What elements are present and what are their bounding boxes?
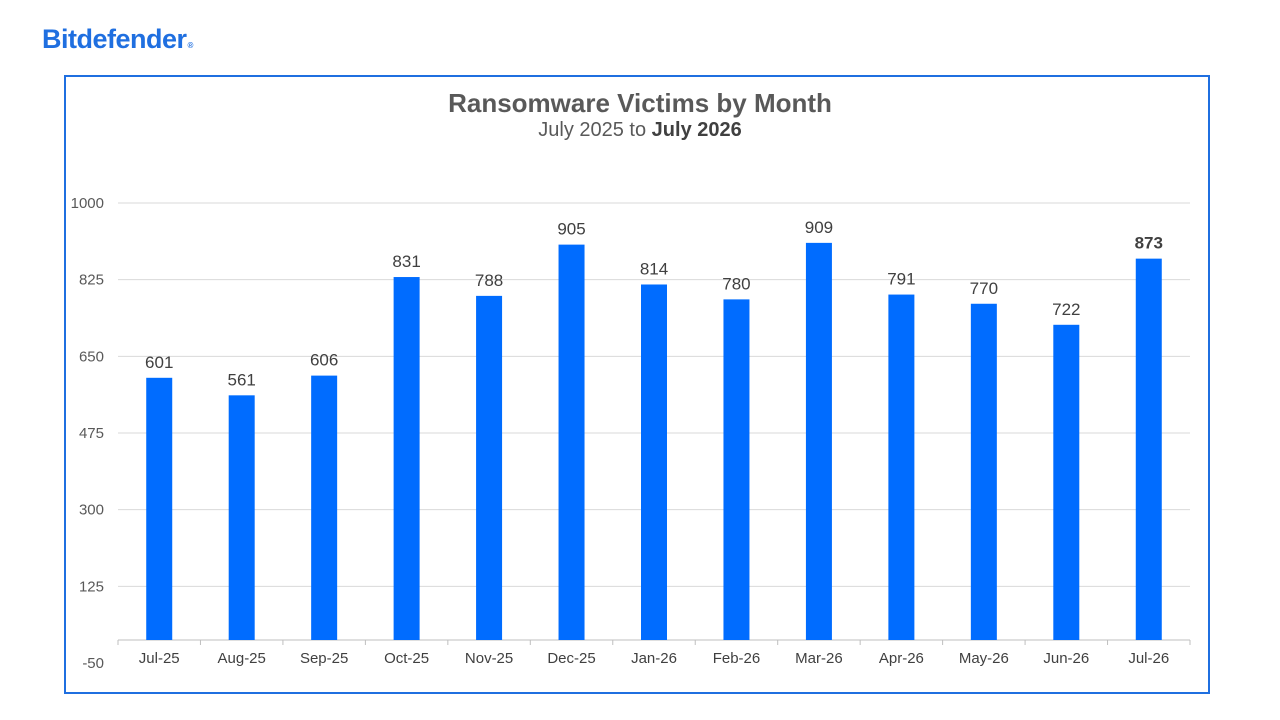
bar bbox=[641, 284, 667, 640]
x-tick-label: Jun-26 bbox=[1043, 650, 1089, 667]
bar bbox=[723, 299, 750, 640]
y-tick-label: 125 bbox=[79, 578, 104, 595]
y-tick-label: 475 bbox=[79, 425, 104, 442]
data-label: 606 bbox=[310, 351, 338, 370]
data-label: 909 bbox=[805, 218, 833, 237]
data-label: 601 bbox=[145, 353, 173, 372]
bar bbox=[888, 294, 915, 640]
data-label: 788 bbox=[475, 271, 503, 290]
x-tick-label: Oct-25 bbox=[384, 650, 429, 667]
bar bbox=[228, 395, 255, 640]
data-label: 791 bbox=[887, 270, 915, 289]
bar bbox=[146, 377, 173, 640]
x-tick-label: Sep-25 bbox=[300, 650, 348, 667]
x-tick-label: Aug-25 bbox=[218, 650, 266, 667]
data-label: 780 bbox=[722, 274, 750, 293]
data-label: 561 bbox=[228, 370, 256, 389]
subtitle-bold: July 2026 bbox=[651, 119, 742, 141]
x-tick-label: Jan-26 bbox=[631, 650, 677, 667]
data-label: 770 bbox=[970, 279, 998, 298]
x-tick-label: Feb-26 bbox=[713, 650, 761, 667]
x-tick-label: Apr-26 bbox=[879, 650, 924, 667]
x-tick-label: Nov-25 bbox=[465, 650, 513, 667]
bar bbox=[1135, 258, 1162, 640]
bar bbox=[393, 277, 420, 640]
x-tick-label: Jul-25 bbox=[139, 650, 180, 667]
bar bbox=[805, 242, 832, 640]
bar bbox=[311, 375, 338, 640]
data-label: 831 bbox=[392, 252, 420, 271]
x-tick-label: Jul-26 bbox=[1128, 650, 1169, 667]
data-label: 814 bbox=[640, 259, 668, 278]
x-tick-label: Dec-25 bbox=[547, 650, 595, 667]
y-tick-label: -50 bbox=[82, 655, 104, 672]
chart-subtitle: July 2025 to July 2026 bbox=[0, 119, 1280, 142]
bitdefender-logo: Bitdefender® bbox=[42, 24, 194, 54]
bar bbox=[970, 303, 997, 640]
chart-title: Ransomware Victims by Month bbox=[448, 88, 832, 118]
data-label: 905 bbox=[557, 220, 585, 239]
registered-mark: ® bbox=[187, 41, 194, 50]
bar bbox=[1053, 324, 1080, 640]
data-label: 722 bbox=[1052, 300, 1080, 319]
bar bbox=[558, 244, 585, 640]
y-tick-label: 825 bbox=[79, 272, 104, 289]
bar bbox=[476, 295, 503, 640]
x-tick-label: Mar-26 bbox=[795, 650, 843, 667]
y-tick-label: 300 bbox=[79, 502, 104, 519]
subtitle-plain: July 2025 to bbox=[538, 119, 652, 141]
chart-frame bbox=[64, 75, 1210, 694]
y-tick-label: 650 bbox=[79, 348, 104, 365]
data-label: 873 bbox=[1135, 234, 1163, 253]
y-tick-label: 1000 bbox=[71, 195, 104, 212]
x-tick-label: May-26 bbox=[959, 650, 1009, 667]
